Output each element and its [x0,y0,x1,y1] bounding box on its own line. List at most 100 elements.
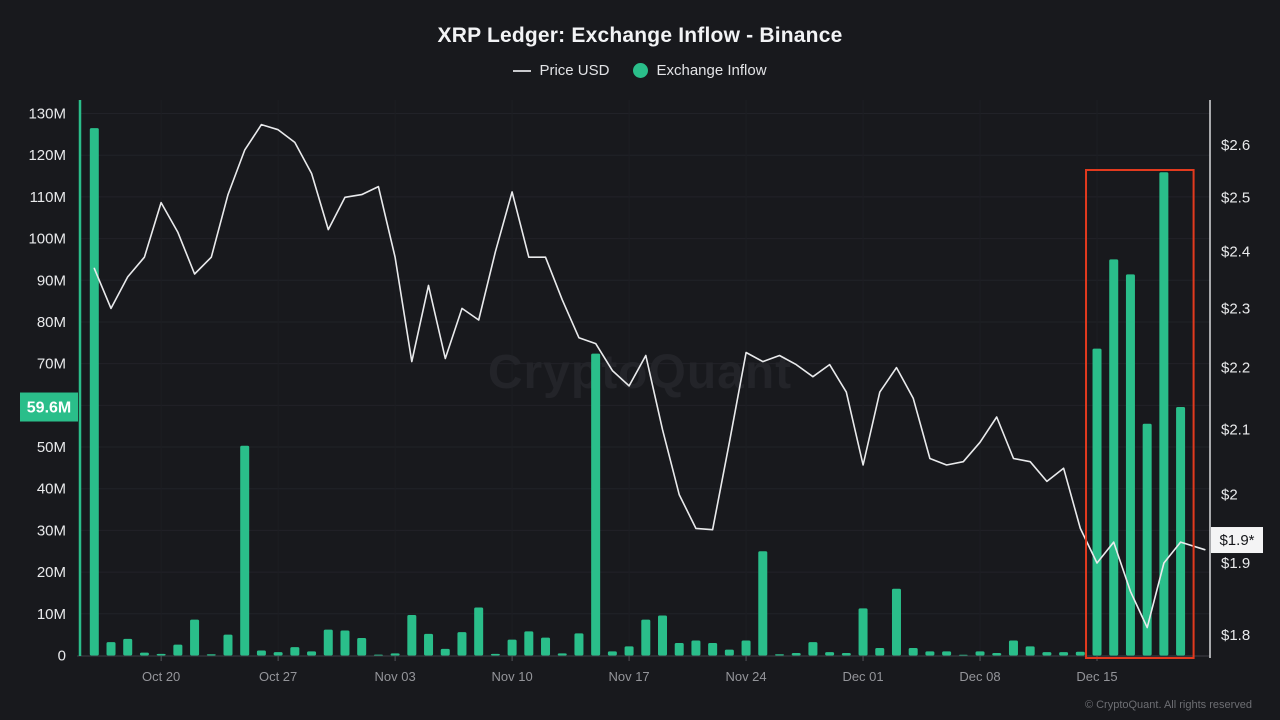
y-axis-label-left: 50M [37,439,66,456]
inflow-bar [173,644,183,656]
inflow-bar [206,654,216,656]
inflow-bar [1075,651,1085,656]
y-axis-label-left: 110M [30,189,66,206]
inflow-bar [290,647,300,656]
copyright-note: © CryptoQuant. All rights reserved [1084,699,1252,711]
inflow-bar [825,652,835,656]
inflow-bar [724,649,734,656]
y-axis-label-left: 20M [37,564,66,581]
y-axis-label-right: $2.2 [1221,360,1250,377]
inflow-dot-swatch-icon [633,63,649,78]
inflow-bar [223,634,233,656]
legend-item-price-usd[interactable]: Price USD [513,62,609,79]
inflow-bar [407,615,417,656]
inflow-bar [424,633,434,656]
inflow-bar [741,640,751,656]
inflow-bar [1109,259,1119,656]
inflow-bar [474,607,484,656]
inflow-bar [256,650,266,656]
inflow-bar [992,652,1002,656]
y-axis-label-left: 130M [28,106,66,123]
inflow-bar [1159,172,1169,656]
inflow-bar [708,642,718,656]
y-axis-label-right: $1.8 [1221,627,1250,644]
price-line [93,123,1206,629]
y-axis-label-right: $1.9 [1221,555,1250,572]
inflow-bar [240,445,250,656]
highlight-box [1085,169,1195,659]
y-axis-label-left: 80M [37,314,66,331]
x-axis-label: Oct 20 [142,669,180,684]
inflow-bar [123,638,133,656]
inflow-bar [457,632,467,656]
chart-title: XRP Ledger: Exchange Inflow - Binance [437,24,843,47]
x-axis-label: Nov 03 [375,669,416,684]
inflow-bar [1025,646,1035,656]
y-axis-label-right: $2.6 [1221,137,1250,154]
y-axis-label-right: $2.5 [1221,189,1250,206]
inflow-bar [925,651,935,656]
x-axis-label: Dec 01 [842,669,883,684]
y-axis-label-right: $2.3 [1221,300,1250,317]
inflow-bar [156,653,166,656]
x-axis-label: Dec 08 [959,669,1000,684]
inflow-bar [89,128,99,656]
legend: Price USD Exchange Inflow [0,62,1280,79]
inflow-bar [490,653,500,656]
inflow-bar [858,608,868,656]
inflow-bar [808,642,818,656]
y-axis-label-left: 70M [37,356,66,373]
inflow-bar [323,629,333,656]
legend-item-exchange-inflow[interactable]: Exchange Inflow [633,62,767,79]
inflow-bar [357,637,367,656]
price-line-swatch-icon [513,69,532,72]
y-axis-label-right: $2.4 [1221,244,1250,261]
inflow-bar [373,654,383,656]
inflow-bar [1042,652,1052,656]
inflow-bar [774,654,784,656]
inflow-bar [591,353,601,656]
x-axis-label: Nov 17 [608,669,649,684]
inflow-bar [624,646,634,656]
inflow-bar [139,652,149,656]
inflow-bar [658,615,668,656]
inflow-bar [942,651,952,656]
inflow-bar [390,653,400,656]
inflow-bar [106,642,116,656]
inflow-bar [557,653,567,656]
inflow-bar [958,654,968,656]
inflow-bar [1142,423,1152,656]
x-axis-label: Oct 27 [259,669,297,684]
y-axis-label-left: 10M [37,606,66,623]
inflow-bar [891,588,901,656]
inflow-value-badge [20,392,78,422]
inflow-bar [1176,407,1186,656]
legend-label-exchange-inflow: Exchange Inflow [656,62,767,79]
inflow-bar [841,652,851,656]
y-axis-label-left: 0 [58,648,66,665]
y-axis-label-left: 100M [28,231,66,248]
legend-label-price-usd: Price USD [539,62,610,79]
inflow-bar [691,640,701,656]
y-axis-label-left: 40M [37,481,66,498]
x-axis-label: Nov 10 [491,669,532,684]
inflow-bar [1125,274,1135,656]
inflow-bar [1092,348,1102,656]
y-axis-label-right: $2.1 [1221,422,1250,439]
y-axis-label-right: $2 [1221,487,1238,504]
price-value-badge-label: $1.9* [1219,532,1254,549]
inflow-bar [1059,652,1069,656]
inflow-bar [307,651,317,656]
inflow-bar [574,633,584,656]
inflow-bar [607,651,617,656]
inflow-bar [908,647,918,656]
inflow-bar [1008,640,1018,656]
inflow-bar [758,551,768,656]
price-value-badge [1211,527,1263,554]
inflow-bar [190,619,200,656]
inflow-bar [674,642,684,656]
y-axis-label-left: 30M [37,522,66,539]
inflow-bar [340,630,350,656]
